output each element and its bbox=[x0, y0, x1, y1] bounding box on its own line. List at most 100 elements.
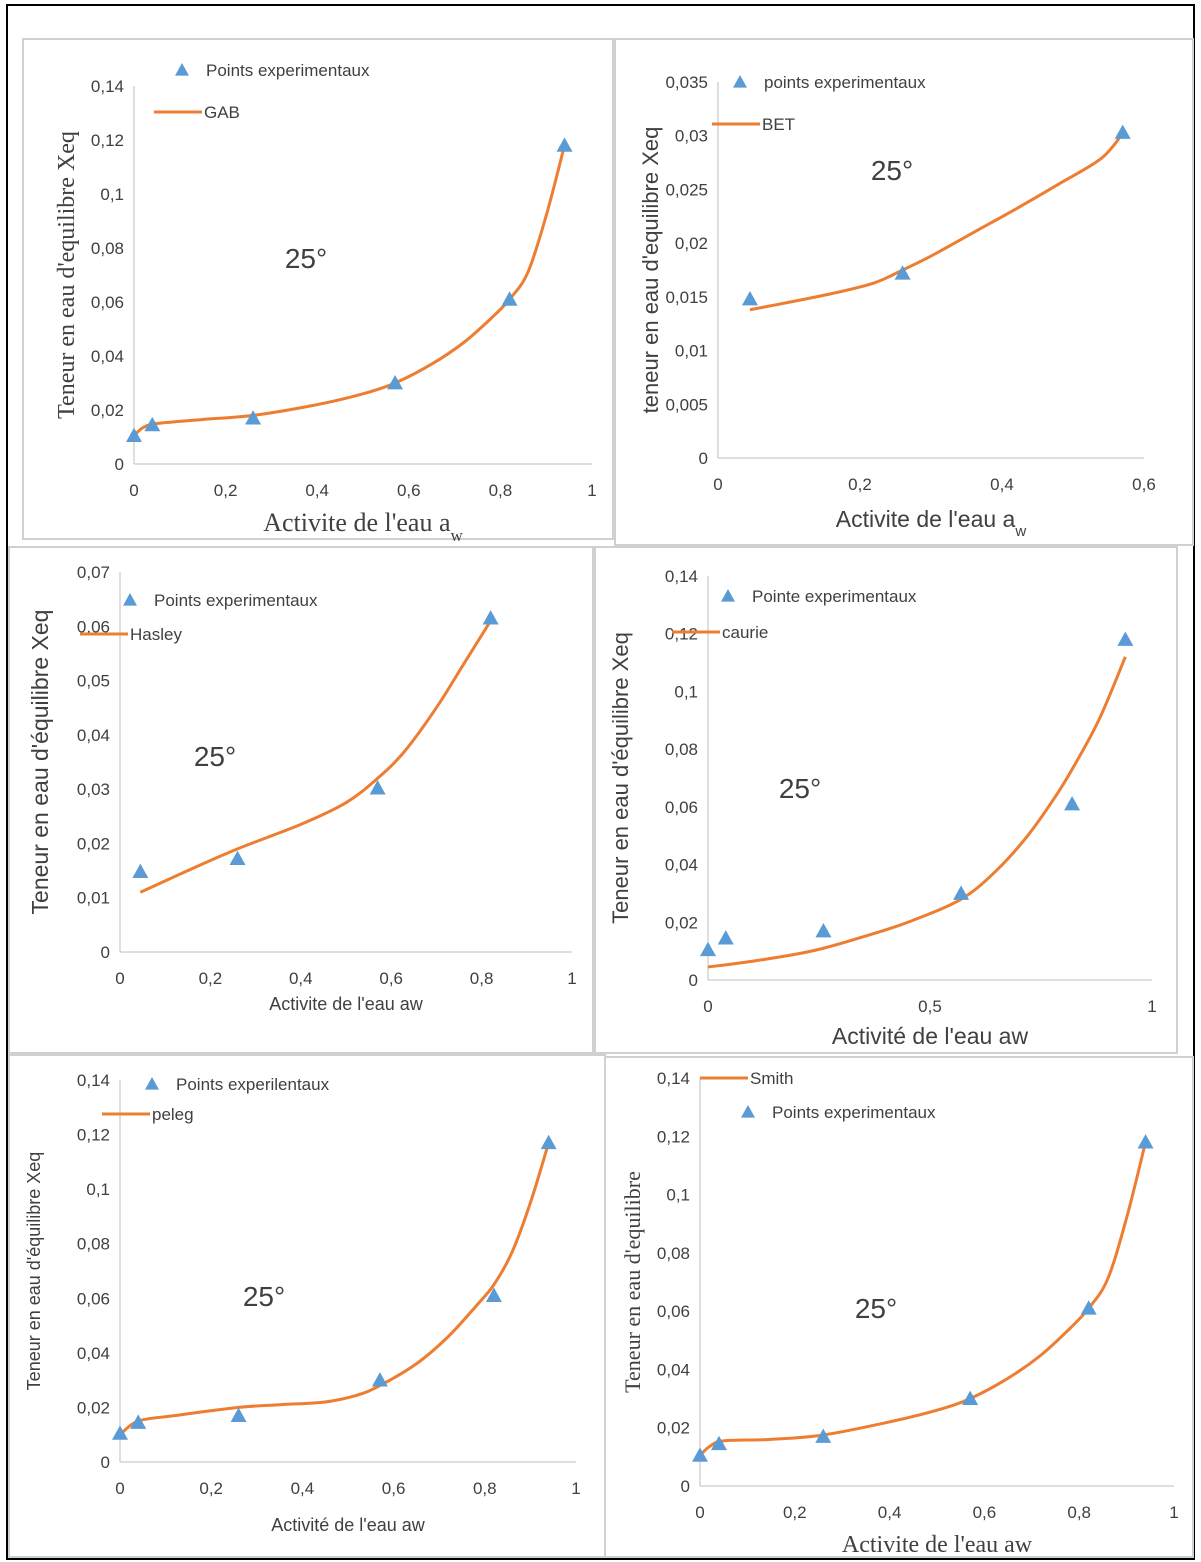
data-point bbox=[130, 1414, 147, 1429]
x-tick-label: 1 bbox=[1169, 1503, 1178, 1522]
legend-label: Pointe experimentaux bbox=[752, 587, 917, 606]
x-axis-label: Activité de l'eau aw bbox=[832, 1023, 1029, 1049]
y-tick-label: 0 bbox=[681, 1477, 690, 1496]
y-tick-label: 0,01 bbox=[675, 342, 708, 361]
fitted-curve-hasley bbox=[139, 620, 492, 894]
data-point bbox=[815, 922, 832, 938]
figure-frame bbox=[6, 4, 1195, 1560]
y-tick-label: 0,14 bbox=[77, 1071, 110, 1090]
y-tick-label: 0 bbox=[101, 943, 110, 962]
x-tick-label: 0,2 bbox=[848, 475, 872, 494]
x-tick-label: 0,8 bbox=[470, 969, 494, 988]
x-tick-label: 1 bbox=[571, 1479, 580, 1498]
y-tick-label: 0 bbox=[115, 455, 124, 474]
y-tick-label: 0,12 bbox=[657, 1127, 690, 1146]
y-tick-label: 0,02 bbox=[77, 834, 110, 853]
chart-panel-caurie: 0 0,02 0,04 0,06 0,08 0,1 0,12 0,14 0 0,5 1 Activit… bbox=[594, 546, 1178, 1054]
y-tick-label: 0,1 bbox=[86, 1180, 110, 1199]
data-point bbox=[1137, 1134, 1154, 1149]
legend-label: Points experilentaux bbox=[176, 1075, 330, 1094]
x-tick-label: 1 bbox=[1147, 997, 1156, 1016]
legend-label: GAB bbox=[204, 103, 240, 122]
data-point bbox=[1114, 124, 1131, 139]
legend-label: points experimentaux bbox=[764, 73, 926, 92]
chart-panel-peleg: 0 0,02 0,04 0,06 0,08 0,1 0,12 0,14 0 0,2 0,4 0,6 0,… bbox=[8, 1054, 606, 1558]
chart-panel-smith: 0 0,02 0,04 0,06 0,08 0,1 0,12 0,14 0 0,2 0,4 0,6 0,… bbox=[604, 1056, 1194, 1558]
x-tick-label: 1 bbox=[587, 481, 596, 500]
data-point bbox=[741, 291, 758, 306]
y-tick-label: 0,02 bbox=[657, 1419, 690, 1438]
chart-panel-hasley: 0 0,01 0,02 0,03 0,04 0,05 0,06 0,07 0 0,2 0,4 0,6 0… bbox=[8, 546, 594, 1054]
y-tick-label: 0,04 bbox=[77, 1344, 110, 1363]
legend-marker-points bbox=[721, 589, 735, 602]
x-tick-label: 0,4 bbox=[990, 475, 1014, 494]
legend-marker-points bbox=[741, 1105, 755, 1118]
y-tick-label: 0,04 bbox=[91, 347, 124, 366]
x-tick-label: 0,6 bbox=[1132, 475, 1156, 494]
y-axis-label: Teneur en eau d'équilibre Xeq bbox=[24, 1152, 44, 1391]
y-tick-label: 0,02 bbox=[91, 401, 124, 420]
x-tick-label: 0 bbox=[115, 969, 124, 988]
y-tick-label: 0,02 bbox=[665, 913, 698, 932]
data-point bbox=[245, 410, 262, 425]
data-point bbox=[962, 1390, 979, 1405]
x-tick-label: 0,2 bbox=[214, 481, 238, 500]
chart-panel-bet: 0 0,005 0,01 0,015 0,02 0,025 0,03 0,035 0 0,2 0,4… bbox=[614, 38, 1194, 546]
y-tick-label: 0,06 bbox=[77, 617, 110, 636]
x-tick-label: 0,6 bbox=[379, 969, 403, 988]
x-tick-label: 0 bbox=[713, 475, 722, 494]
x-tick-label: 0,6 bbox=[397, 481, 421, 500]
x-axis-label: Activité de l'eau aw bbox=[271, 1515, 426, 1535]
x-axis-label-subscript: w bbox=[1014, 523, 1026, 540]
y-tick-label: 0,12 bbox=[91, 131, 124, 150]
y-tick-label: 0,08 bbox=[657, 1244, 690, 1263]
fitted-curve-smith bbox=[698, 1141, 1148, 1457]
x-tick-label: 0,8 bbox=[1067, 1503, 1091, 1522]
fitted-curve-peleg bbox=[119, 1142, 551, 1436]
legend-label: Points experimentaux bbox=[772, 1103, 936, 1122]
x-tick-label: 0,4 bbox=[291, 1479, 315, 1498]
y-tick-label: 0,05 bbox=[77, 672, 110, 691]
x-tick-label: 0,4 bbox=[289, 969, 313, 988]
x-tick-label: 0,5 bbox=[918, 997, 942, 1016]
y-tick-label: 0,04 bbox=[665, 856, 698, 875]
y-axis-label: Teneur en eau d'equilibre bbox=[620, 1171, 645, 1393]
x-tick-label: 0,2 bbox=[199, 969, 223, 988]
y-tick-label: 0,14 bbox=[665, 567, 698, 586]
y-tick-label: 0,14 bbox=[91, 77, 124, 96]
y-tick-label: 0,01 bbox=[77, 889, 110, 908]
data-point bbox=[894, 265, 911, 280]
y-tick-label: 0,14 bbox=[657, 1069, 690, 1088]
legend-label: peleg bbox=[152, 1105, 194, 1124]
y-tick-label: 0 bbox=[101, 1453, 110, 1472]
y-tick-label: 0,02 bbox=[77, 1398, 110, 1417]
y-tick-label: 0,1 bbox=[666, 1186, 690, 1205]
y-tick-label: 0,06 bbox=[657, 1302, 690, 1321]
x-axis-label: Activite de l'eau aw bbox=[842, 1532, 1033, 1558]
x-axis-label: Activite de l'eau aw bbox=[269, 994, 424, 1014]
legend-label: Points experimentaux bbox=[154, 591, 318, 610]
data-point bbox=[485, 1287, 502, 1302]
y-tick-label: 0,06 bbox=[91, 293, 124, 312]
fitted-curve-bet bbox=[749, 132, 1124, 312]
y-tick-label: 0,015 bbox=[665, 288, 708, 307]
data-point bbox=[717, 930, 734, 945]
data-point bbox=[700, 941, 716, 957]
temperature-annotation: 25° bbox=[285, 243, 327, 274]
data-point bbox=[815, 1428, 832, 1443]
x-tick-label: 0 bbox=[695, 1503, 704, 1522]
temperature-annotation: 25° bbox=[779, 773, 821, 804]
x-axis-label-subscript: w bbox=[451, 526, 464, 543]
data-point bbox=[692, 1447, 708, 1462]
x-tick-label: 0,8 bbox=[489, 481, 513, 500]
y-axis-label: Teneur en eau d'equilibre Xeq bbox=[54, 131, 80, 419]
legend-marker-points bbox=[733, 75, 747, 88]
x-tick-label: 0,8 bbox=[473, 1479, 497, 1498]
chart-panel-gab: 0 0,02 0,04 0,06 0,08 0,1 0,12 0,14 0 0,2 0,4 0,6 0,… bbox=[22, 38, 614, 543]
temperature-annotation: 25° bbox=[194, 741, 236, 772]
legend-label: Smith bbox=[750, 1069, 793, 1088]
y-axis-label: Teneur en eau d'équilibre Xeq bbox=[608, 632, 633, 924]
y-tick-label: 0 bbox=[689, 971, 698, 990]
temperature-annotation: 25° bbox=[243, 1281, 285, 1312]
y-tick-label: 0,02 bbox=[675, 234, 708, 253]
